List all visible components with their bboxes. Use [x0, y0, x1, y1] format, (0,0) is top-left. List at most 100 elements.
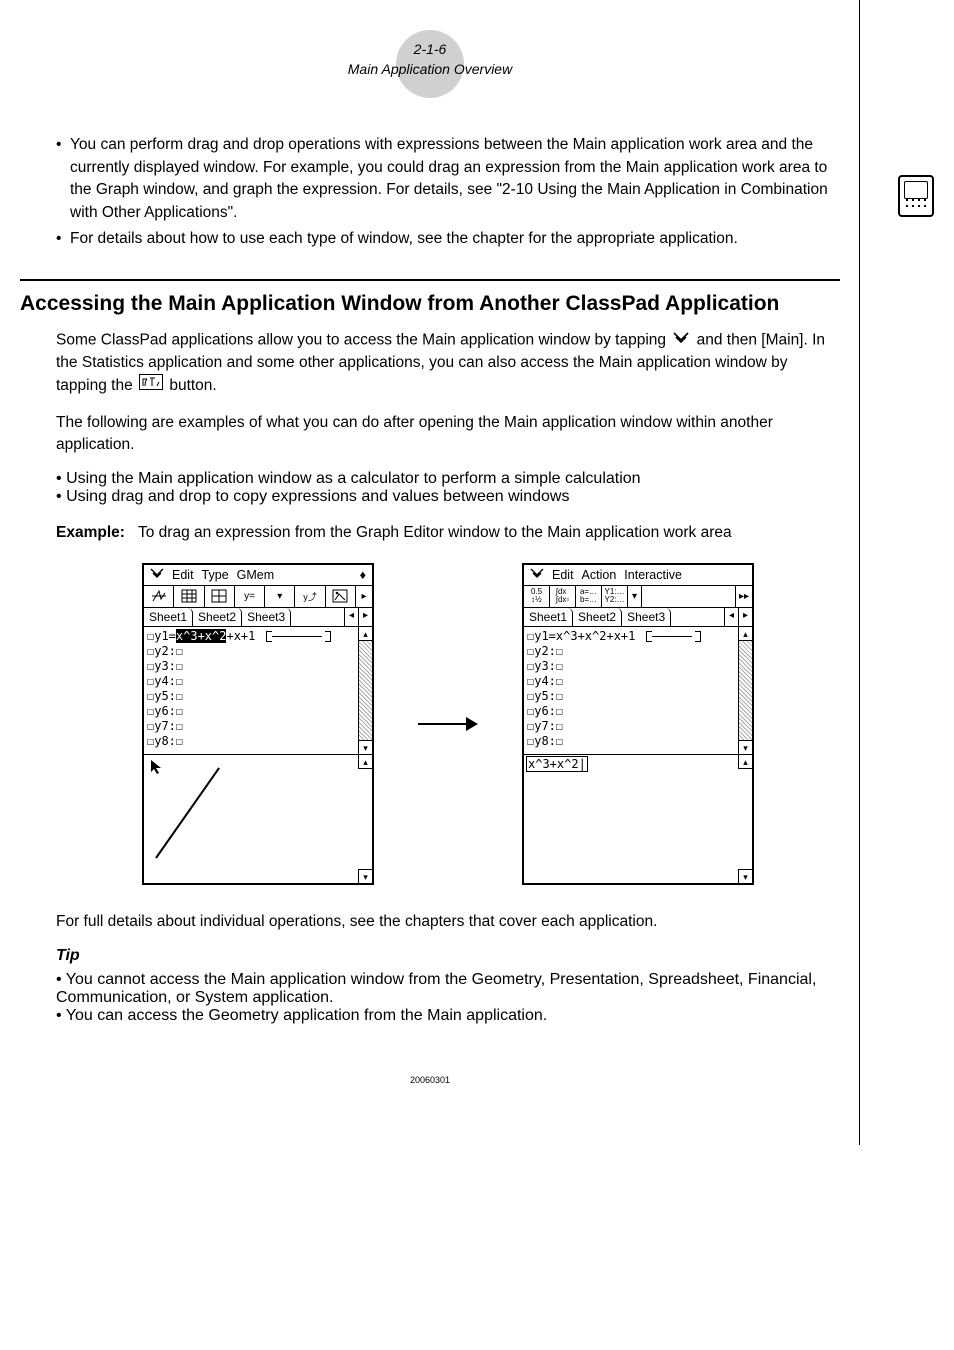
page-divider [859, 0, 860, 1145]
tool-dd-icon[interactable]: ▾ [265, 586, 295, 607]
screenshot-main-app: Edit Action Interactive 0.5↕½ ∫dx∫dx▫ a=… [522, 563, 754, 885]
screenshot-graph-editor: Edit Type GMem ♦ y= ▾ y⤴ ▸ [142, 563, 374, 885]
tool-window-icon[interactable] [326, 586, 356, 607]
para-text: button. [169, 377, 216, 394]
bullet-dot: • [56, 470, 62, 487]
footer-date: 20060301 [20, 1075, 840, 1085]
list-item[interactable]: ☐y7:☐ [147, 719, 356, 734]
tool-dd-icon[interactable]: ▾ [628, 586, 642, 607]
example-text: To drag an expression from the Graph Edi… [138, 522, 840, 544]
menu-item[interactable]: Edit [552, 568, 574, 582]
tab-sheet[interactable]: Sheet3 [242, 608, 291, 626]
list-item[interactable]: ☐y2:☐ [527, 644, 736, 659]
menu-v-icon[interactable] [530, 568, 544, 582]
content: • You can perform drag and drop operatio… [20, 79, 840, 1085]
page: 2-1-6 Main Application Overview • You ca… [0, 0, 860, 1145]
tool-ygraph-icon[interactable]: y⤴ [295, 586, 325, 607]
tool-y-icon[interactable]: y= [235, 586, 265, 607]
tab-sheet[interactable]: Sheet2 [193, 608, 242, 626]
toolbar: 0.5↕½ ∫dx∫dx▫ a=…b=… Y1:…Y2:… ▾ ▸▸ [524, 586, 752, 608]
bullet-dot: • [56, 1007, 62, 1024]
menu-item[interactable]: GMem [237, 568, 275, 582]
list-item[interactable]: ☐y3:☐ [527, 659, 736, 674]
bullet-dot: • [56, 488, 62, 505]
menu-diamond-icon[interactable]: ♦ [360, 568, 366, 582]
cursor-icon [150, 759, 164, 778]
calculator-side-icon [898, 175, 934, 217]
graph-line [155, 767, 220, 858]
dropped-expression: x^3+x^2| [526, 757, 736, 881]
section-rule [20, 279, 840, 281]
list-item[interactable]: ☐y8:☐ [147, 734, 356, 749]
tab-right-icon[interactable]: ▸ [738, 608, 752, 626]
tool-table-icon[interactable] [174, 586, 204, 607]
list-item[interactable]: ☐y5:☐ [147, 689, 356, 704]
section-body: Some ClassPad applications allow you to … [20, 329, 840, 1026]
scroll-up-icon[interactable]: ▴ [738, 755, 752, 769]
list-item[interactable]: ☐y7:☐ [527, 719, 736, 734]
tool-dx-icon[interactable]: ∫dx∫dx▫ [550, 586, 576, 607]
scroll-down-icon[interactable]: ▾ [738, 740, 752, 754]
bullet-dot: • [56, 971, 62, 988]
y-list: ☐y1=x^3+x^2+x+1 ☐y2:☐ ☐y3:☐ ☐y4:☐ ☐y5:☐ … [147, 629, 356, 749]
list-item[interactable]: ☐y2:☐ [147, 644, 356, 659]
tab-sheet[interactable]: Sheet3 [622, 608, 671, 626]
tab-sheet[interactable]: Sheet1 [144, 608, 193, 626]
list-item[interactable]: ☐y8:☐ [527, 734, 736, 749]
tool-ab-icon[interactable]: a=…b=… [576, 586, 602, 607]
section-heading: Accessing the Main Application Window fr… [20, 291, 840, 317]
scroll-track[interactable] [358, 641, 372, 740]
tab-left-icon[interactable]: ◂ [344, 608, 358, 626]
y-list: ☐y1=x^3+x^2+x+1 ☐y2:☐ ☐y3:☐ ☐y4:☐ ☐y5:☐ … [527, 629, 736, 749]
menu-v-icon [672, 329, 690, 351]
bullet-dot: • [56, 228, 70, 250]
tool-y12-icon[interactable]: Y1:…Y2:… [602, 586, 628, 607]
list-item[interactable]: ☐y5:☐ [527, 689, 736, 704]
list-item[interactable]: ☐y4:☐ [527, 674, 736, 689]
bullet-item: • You can access the Geometry applicatio… [56, 1007, 840, 1025]
list-item[interactable]: ☐y1=x^3+x^2+x+1 [527, 629, 736, 644]
page-header: 2-1-6 Main Application Overview [20, 30, 840, 79]
menu-item[interactable]: Action [582, 568, 617, 582]
menu-v-icon[interactable] [150, 568, 164, 582]
list-item[interactable]: ☐y6:☐ [147, 704, 356, 719]
bullet-text: You can access the Geometry application … [66, 1007, 547, 1024]
main-work-area[interactable]: ▴ ▾ x^3+x^2| [524, 755, 752, 883]
bullet-item: • You cannot access the Main application… [56, 971, 840, 1007]
selected-expression: x^3+x^2 [176, 629, 227, 643]
tool-more-icon[interactable]: ▸ [356, 586, 372, 607]
para-text: Some ClassPad applications allow you to … [56, 331, 670, 348]
menubar: Edit Action Interactive [524, 565, 752, 586]
section-title: Main Application Overview [348, 61, 512, 77]
paragraph: Some ClassPad applications allow you to … [56, 329, 840, 398]
list-item[interactable]: ☐y6:☐ [527, 704, 736, 719]
tab-sheet[interactable]: Sheet1 [524, 608, 573, 626]
scroll-up-icon[interactable]: ▴ [358, 755, 372, 769]
scroll-down-icon[interactable]: ▾ [358, 740, 372, 754]
bullet-text: Using the Main application window as a c… [66, 470, 641, 487]
list-item[interactable]: ☐y4:☐ [147, 674, 356, 689]
sheet-tabs: Sheet1 Sheet2 Sheet3 ◂ ▸ [524, 608, 752, 627]
scroll-up-icon[interactable]: ▴ [358, 627, 372, 641]
tab-sheet[interactable]: Sheet2 [573, 608, 622, 626]
menu-item[interactable]: Type [202, 568, 229, 582]
scroll-track[interactable] [738, 641, 752, 740]
section-number: 2-1-6 [414, 41, 447, 57]
menu-item[interactable]: Interactive [624, 568, 682, 582]
scroll-down-icon[interactable]: ▾ [738, 869, 752, 883]
scroll-up-icon[interactable]: ▴ [738, 627, 752, 641]
list-item[interactable]: ☐y3:☐ [147, 659, 356, 674]
list-item[interactable]: ☐y1=x^3+x^2+x+1 [147, 629, 356, 644]
screenshots-row: Edit Type GMem ♦ y= ▾ y⤴ ▸ [56, 563, 840, 885]
menu-item[interactable]: Edit [172, 568, 194, 582]
paragraph: The following are examples of what you c… [56, 412, 840, 457]
tool-grid-icon[interactable] [205, 586, 235, 607]
tool-more-icon[interactable]: ▸▸ [736, 586, 752, 607]
function-list: ▴ ▾ ☐y1=x^3+x^2+x+1 ☐y2:☐ ☐y3:☐ ☐y4:☐ ☐y… [524, 627, 752, 755]
tool-graph-icon[interactable] [144, 586, 174, 607]
top-bullets: • You can perform drag and drop operatio… [20, 134, 840, 250]
tab-right-icon[interactable]: ▸ [358, 608, 372, 626]
scroll-down-icon[interactable]: ▾ [358, 869, 372, 883]
tool-fraction-icon[interactable]: 0.5↕½ [524, 586, 550, 607]
tab-left-icon[interactable]: ◂ [724, 608, 738, 626]
